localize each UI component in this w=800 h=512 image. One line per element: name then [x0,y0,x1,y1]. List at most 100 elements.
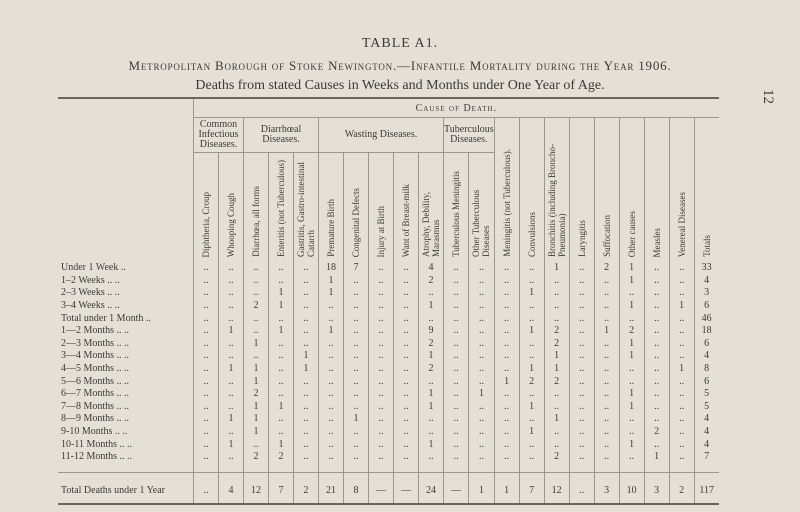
table-cell: .. [442,425,469,439]
table-cell: .. [593,287,620,300]
table-cell: 1 [418,350,444,363]
table-cell: .. [368,438,394,451]
table-cell: .. [193,438,219,451]
table-cell: .. [393,375,419,388]
table-cell: .. [218,257,244,275]
spacer [243,463,269,472]
spacer-row [58,463,719,473]
table-cell: .. [368,375,394,388]
table-cell: 4 [418,257,444,275]
table-cell: .. [643,312,670,325]
row-label: 8—9 Months .. .. [61,413,130,425]
table-cell: .. [643,299,670,313]
column-header-label: Venereal Diseases [676,191,687,257]
table-cell: .. [568,425,595,439]
table-cell: 18 [318,257,344,275]
table-cell: .. [593,274,620,288]
table-cell: 1 [543,257,570,275]
table-row: 8—9 Months .. .... 1 1...... 1.............… [58,413,719,426]
table-cell: .. [493,400,520,414]
total-cell: 24 [418,471,444,505]
column-group-header: Common Infectious Diseases. [193,117,244,153]
table-cell: .. [368,425,394,439]
table-cell: 5 [693,387,719,401]
table-cell: 1 [243,425,269,439]
row-label: Total under 1 Month .. [61,312,151,324]
table-cell: 1 [418,400,444,414]
table-cell: 1 [243,413,269,426]
table-cell: .. [193,312,219,325]
table-cell: .. [493,438,520,451]
table-cell: .. [618,413,645,426]
table-cell: .. [343,274,369,288]
table-cell: 1 [218,362,244,376]
table-row: 9-10 Months .. ...... 1..................… [58,425,719,439]
table-cell: .. [318,438,344,451]
table-cell: .. [368,287,394,300]
cause-of-death-header: Cause of Death. [192,97,719,118]
column-group-header: Wasting Diseases. [318,117,444,153]
table-cell: .. [318,400,344,414]
row-label: 10-11 Months .. .. [61,438,133,450]
table-cell: .. [343,299,369,313]
table-cell: .. [393,287,419,300]
table-cell: .. [468,413,495,426]
table-cell: 1 [343,413,369,426]
table-cell: .. [442,362,469,376]
table-cell: 1 [268,324,294,338]
table-cell: .. [643,350,670,363]
table-cell: .. [468,400,495,414]
table-cell: 2 [618,324,645,338]
table-cell: .. [343,287,369,300]
table-cell: .. [668,387,695,401]
table-cell: .. [468,312,495,325]
column-header: Other Tuberculous Diseases [468,152,495,257]
spacer [193,463,219,472]
table-cell: 1 [218,324,244,338]
table-cell: .. [268,312,294,325]
table-cell: .. [593,312,620,325]
table-cell: 2 [543,324,570,338]
table-cell: .. [643,337,670,351]
table-cell: 4 [693,438,719,451]
column-header-label: Tuberculous Meningitis [451,171,462,257]
table-cell: 2 [418,337,444,351]
table-cell: .. [293,450,319,464]
total-cell: — [442,471,469,505]
table-cell: 1 [318,324,344,338]
spacer [343,463,369,472]
table-cell: .. [543,400,570,414]
table-cell: 7 [693,450,719,464]
column-header-label: Injury at Birth [376,205,386,258]
table-cell: .. [243,350,269,363]
total-cell: 3 [593,471,620,505]
column-header: Meningitis (not Tuberculous). [493,117,520,257]
table-cell: .. [493,337,520,351]
mortality-table: Cause of Death. Common Infectious Diseas… [58,97,719,505]
column-header-label: Other Tuberculous Diseases [471,189,492,257]
table-cell: .. [643,324,670,338]
spacer [518,463,545,472]
table-cell: 1 [518,425,545,439]
column-header-label: Bronchitis (including Broncho-Pneumonia) [546,144,567,257]
table-cell: .. [518,312,545,325]
table-cell: .. [343,375,369,388]
column-header-label: Laryngitis [576,220,587,257]
table-cell: 1 [643,450,670,464]
spacer [58,464,194,473]
table-cell: .. [643,387,670,401]
spacer [218,463,244,472]
table-cell: 2 [243,450,269,464]
table-cell: .. [643,413,670,426]
table-cell: 1 [593,324,620,338]
table-cell: .. [543,274,570,288]
table-cell: .. [193,299,219,313]
table-cell: .. [293,387,319,401]
row-label: 2—3 Months .. .. [61,337,130,349]
table-cell: 1 [268,438,294,451]
table-cell: .. [393,350,419,363]
table-cell: .. [493,425,520,439]
table-cell: 1 [318,287,344,300]
column-header: Premature Birth [318,152,344,257]
table-cell: 4 [693,413,719,426]
